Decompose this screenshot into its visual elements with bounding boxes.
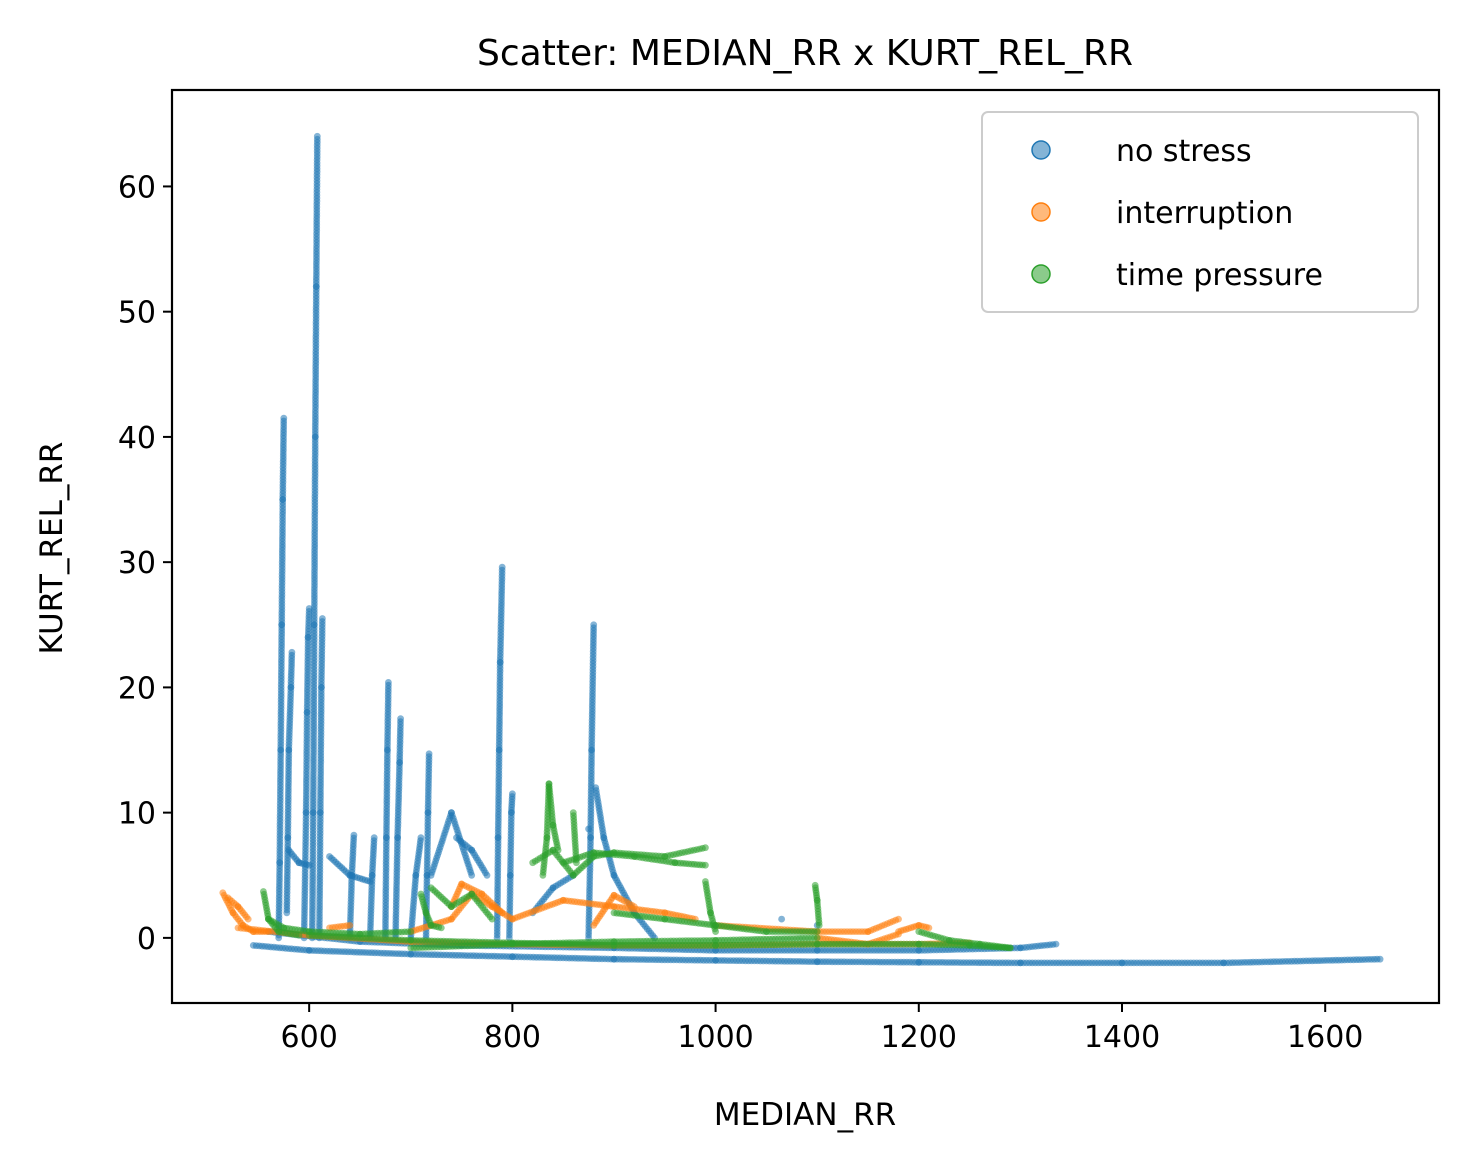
data-point	[346, 922, 354, 929]
data-point	[925, 924, 933, 932]
data-point	[397, 715, 404, 723]
data-point	[585, 825, 592, 833]
data-point	[895, 915, 902, 923]
legend-label: time pressure	[1116, 258, 1323, 293]
x-tick-label: 800	[484, 1020, 541, 1055]
data-point	[313, 132, 321, 140]
data-point	[385, 679, 392, 686]
plot-frame	[170, 88, 1441, 1005]
data-point	[590, 621, 598, 629]
data-point	[425, 750, 433, 758]
data-point	[778, 915, 786, 923]
y-tick-label: 40	[118, 421, 156, 456]
y-axis: 0 10 20 30 40 50 60	[118, 170, 172, 957]
data-point	[509, 790, 516, 798]
legend-label: interruption	[1116, 196, 1293, 231]
x-tick-label: 600	[281, 1020, 338, 1055]
x-tick-label: 1200	[881, 1020, 957, 1055]
legend-box	[981, 111, 1419, 313]
legend: no stress interruption time pressure	[981, 111, 1419, 313]
y-tick-label: 0	[137, 922, 156, 957]
y-tick-label: 20	[118, 671, 156, 706]
data-point	[1006, 944, 1014, 952]
x-tick-label: 1400	[1084, 1020, 1160, 1055]
x-tick-label: 1600	[1287, 1020, 1363, 1055]
data-point	[437, 924, 445, 932]
legend-label: no stress	[1116, 134, 1252, 169]
legend-marker	[1031, 140, 1051, 160]
data-point	[483, 871, 491, 879]
data-point	[895, 930, 902, 938]
data-point	[319, 615, 326, 622]
data-point	[813, 934, 821, 942]
data-point	[498, 563, 506, 571]
data-point	[1052, 940, 1060, 948]
y-tick-label: 60	[118, 170, 156, 205]
data-point	[630, 903, 638, 910]
data-point	[1376, 955, 1384, 963]
data-point	[370, 834, 378, 842]
legend-marker	[1031, 202, 1051, 222]
x-axis-label: MEDIAN_RR	[714, 1097, 896, 1133]
data-point	[350, 831, 358, 839]
data-point	[702, 861, 709, 869]
x-tick-label: 1000	[677, 1020, 753, 1055]
data-point	[702, 844, 709, 852]
data-point	[468, 871, 476, 879]
data-point	[712, 928, 719, 935]
data-point	[305, 605, 313, 612]
data-point	[244, 915, 252, 923]
data-point	[813, 928, 821, 935]
y-axis-label: KURT_REL_RR	[34, 442, 70, 655]
chart-title: Scatter: MEDIAN_RR x KURT_REL_RR	[477, 33, 1133, 74]
data-point	[288, 648, 296, 656]
data-point	[407, 928, 415, 935]
series-time-pressure	[260, 780, 1014, 952]
data-point	[498, 909, 506, 917]
data-point	[280, 414, 288, 422]
points-layer	[219, 132, 1384, 967]
data-point	[488, 915, 496, 923]
data-point	[815, 922, 823, 929]
data-point	[417, 834, 425, 842]
x-axis: 600 800 1000 1200 1400 1600	[281, 1003, 1363, 1055]
y-tick-label: 10	[118, 797, 156, 832]
y-tick-label: 30	[118, 546, 156, 581]
y-tick-label: 50	[118, 296, 156, 331]
legend-marker	[1031, 264, 1051, 284]
data-point	[573, 859, 580, 867]
